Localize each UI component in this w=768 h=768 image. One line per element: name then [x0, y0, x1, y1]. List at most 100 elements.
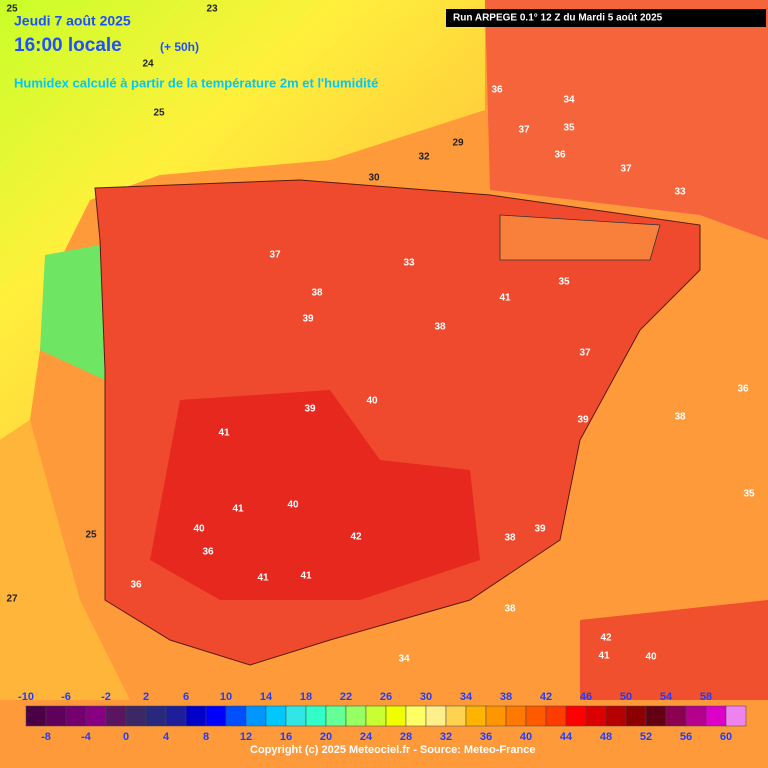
legend-swatch — [25, 705, 47, 727]
map-label: 33 — [674, 187, 686, 198]
legend-swatch — [265, 705, 287, 727]
map-label: 35 — [563, 123, 575, 134]
legend-swatch — [585, 705, 607, 727]
legend-label: 16 — [280, 731, 292, 743]
legend-label: 14 — [260, 691, 273, 703]
map-label: 35 — [743, 489, 755, 500]
map-label: 36 — [202, 547, 214, 558]
map-label: 41 — [499, 293, 511, 304]
map-label: 39 — [534, 524, 546, 535]
map-label: 25 — [85, 530, 97, 541]
map-label: 38 — [504, 533, 516, 544]
map-label: 25 — [6, 4, 18, 15]
legend-swatch — [505, 705, 527, 727]
map-label: 37 — [518, 125, 530, 136]
map-label: 38 — [674, 412, 686, 423]
legend-label: 34 — [460, 691, 473, 703]
legend-label: -2 — [101, 691, 111, 703]
africa — [580, 600, 768, 700]
map-label: 35 — [558, 277, 570, 288]
legend-swatch — [365, 705, 387, 727]
run-box — [446, 9, 766, 27]
legend-label: -10 — [18, 691, 34, 703]
legend-swatch — [345, 705, 367, 727]
map-label: 36 — [491, 85, 503, 96]
map-label: 30 — [368, 173, 380, 184]
map-label: 41 — [598, 651, 610, 662]
legend-swatch — [525, 705, 547, 727]
map-label: 40 — [193, 524, 205, 535]
legend-label: 24 — [360, 731, 373, 743]
date: Jeudi 7 août 2025 — [14, 13, 131, 29]
legend-swatch — [425, 705, 447, 727]
legend-swatch — [205, 705, 227, 727]
legend-swatch — [645, 705, 667, 727]
legend-swatch — [545, 705, 567, 727]
map-label: 36 — [554, 150, 566, 161]
legend-label: 32 — [440, 731, 452, 743]
time: 16:00 locale — [14, 35, 122, 56]
legend-label: 54 — [660, 691, 673, 703]
legend-swatch — [665, 705, 687, 727]
map-label: 42 — [350, 532, 362, 543]
legend-label: 52 — [640, 731, 652, 743]
legend-label: 46 — [580, 691, 592, 703]
map-label: 27 — [6, 594, 18, 605]
map-label: 32 — [418, 152, 430, 163]
legend-label: 42 — [540, 691, 552, 703]
legend-label: 22 — [340, 691, 352, 703]
map-label: 34 — [398, 654, 410, 665]
copyright: Copyright (c) 2025 Meteociel.fr - Source… — [250, 744, 535, 756]
legend-swatch — [145, 705, 167, 727]
map-label: 34 — [563, 95, 575, 106]
hot-core — [150, 390, 480, 600]
lead-time: (+ 50h) — [160, 40, 199, 54]
legend-label: 58 — [700, 691, 712, 703]
map-label: 23 — [206, 4, 218, 15]
map-label: 39 — [302, 314, 314, 325]
legend-label: 10 — [220, 691, 232, 703]
map-label: 36 — [130, 580, 142, 591]
map-label: 37 — [579, 348, 591, 359]
legend-swatch — [85, 705, 107, 727]
map-label: 40 — [645, 652, 657, 663]
legend-label: 18 — [300, 691, 312, 703]
map-label: 36 — [737, 384, 749, 395]
legend-swatch — [245, 705, 267, 727]
map-label: 24 — [142, 59, 154, 70]
legend-swatch — [45, 705, 67, 727]
atlantic-south — [0, 420, 130, 700]
legend-swatch — [605, 705, 627, 727]
legend-label: 6 — [183, 691, 189, 703]
coastal-green — [40, 245, 105, 380]
map-label: 33 — [403, 258, 415, 269]
legend-label: 48 — [600, 731, 612, 743]
legend-swatch — [465, 705, 487, 727]
legend-label: 50 — [620, 691, 632, 703]
map-label: 29 — [452, 138, 464, 149]
legend-swatch — [405, 705, 427, 727]
legend: -10 -6 -2 2 6 10 14 18 22 26 30 34 38 42 46 50 54 58-8 -4 0… — [18, 691, 747, 743]
legend-label: 44 — [560, 731, 573, 743]
legend-swatch — [225, 705, 247, 727]
map-label: 38 — [504, 604, 516, 615]
legend-swatch — [685, 705, 707, 727]
legend-label: 8 — [203, 731, 209, 743]
pyrenees — [499, 214, 661, 261]
legend-label: -8 — [41, 731, 51, 743]
map-label: 40 — [287, 500, 299, 511]
map-label: 39 — [304, 404, 316, 415]
legend-label: 4 — [163, 731, 170, 743]
legend-label: 60 — [720, 731, 732, 743]
map-label: 25 — [153, 108, 165, 119]
legend-label: 40 — [520, 731, 532, 743]
map-label: 39 — [577, 415, 589, 426]
run-info: Run ARPEGE 0.1° 12 Z du Mardi 5 août 202… — [453, 13, 663, 24]
map-label: 41 — [218, 428, 230, 439]
map-label: 42 — [600, 633, 612, 644]
legend-swatch — [125, 705, 147, 727]
subtitle: Humidex calculé à partir de la températu… — [14, 75, 378, 90]
map-label: 41 — [300, 571, 312, 582]
legend-swatch — [285, 705, 307, 727]
